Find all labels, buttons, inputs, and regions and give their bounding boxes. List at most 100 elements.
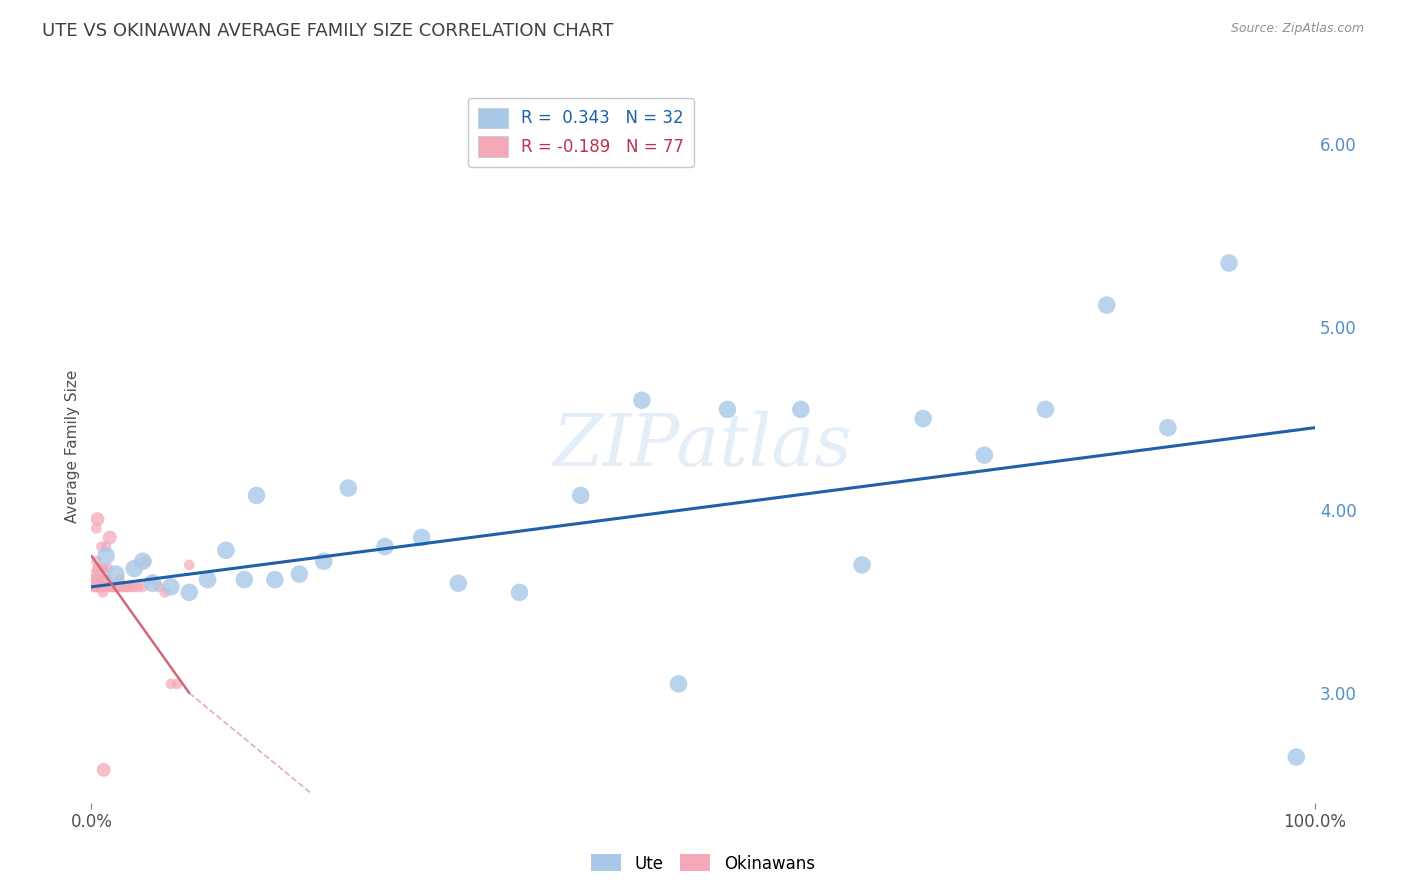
Point — [91, 580, 114, 594]
Point — [337, 481, 360, 495]
Legend: R =  0.343   N = 32, R = -0.189   N = 77: R = 0.343 N = 32, R = -0.189 N = 77 — [468, 97, 693, 167]
Point — [127, 580, 149, 594]
Point — [1035, 402, 1057, 417]
Point — [94, 549, 117, 563]
Point — [86, 576, 108, 591]
Point — [83, 573, 105, 587]
Point — [84, 576, 107, 591]
Point — [411, 531, 433, 545]
Point — [569, 488, 592, 502]
Point — [179, 558, 201, 572]
Point — [1157, 420, 1180, 434]
Point — [103, 580, 125, 594]
Point — [100, 580, 122, 594]
Point — [132, 554, 155, 568]
Point — [94, 573, 117, 587]
Point — [86, 554, 108, 568]
Point — [111, 580, 134, 594]
Point — [166, 677, 188, 691]
Point — [1218, 256, 1240, 270]
Point — [851, 558, 873, 572]
Point — [87, 561, 110, 575]
Point — [790, 402, 813, 417]
Point — [98, 580, 121, 594]
Point — [83, 576, 105, 591]
Point — [90, 573, 112, 587]
Point — [107, 580, 129, 594]
Point — [117, 580, 139, 594]
Point — [179, 585, 201, 599]
Point — [84, 573, 107, 587]
Point — [84, 521, 107, 535]
Point — [93, 573, 115, 587]
Point — [104, 580, 127, 594]
Point — [93, 580, 115, 594]
Point — [122, 561, 145, 575]
Point — [716, 402, 738, 417]
Point — [120, 580, 142, 594]
Point — [91, 585, 114, 599]
Point — [87, 580, 110, 594]
Point — [153, 585, 176, 599]
Point — [112, 580, 135, 594]
Point — [83, 573, 105, 587]
Point — [148, 580, 170, 594]
Point — [374, 540, 396, 554]
Point — [509, 585, 531, 599]
Point — [668, 677, 690, 691]
Point — [87, 580, 110, 594]
Point — [1285, 750, 1308, 764]
Point — [114, 580, 136, 594]
Point — [90, 580, 112, 594]
Point — [312, 554, 335, 568]
Point — [973, 448, 995, 462]
Point — [89, 580, 111, 594]
Point — [89, 580, 111, 594]
Point — [245, 488, 267, 502]
Point — [97, 561, 120, 575]
Point — [1095, 298, 1118, 312]
Point — [89, 580, 111, 594]
Point — [86, 580, 108, 594]
Point — [83, 580, 105, 594]
Point — [87, 573, 110, 587]
Point — [86, 573, 108, 587]
Point — [101, 580, 124, 594]
Point — [264, 573, 287, 587]
Point — [160, 677, 183, 691]
Point — [83, 576, 105, 591]
Point — [197, 573, 219, 587]
Point — [94, 580, 117, 594]
Point — [93, 561, 115, 575]
Point — [90, 540, 112, 554]
Point — [96, 580, 118, 594]
Point — [89, 573, 111, 587]
Point — [89, 576, 111, 591]
Point — [84, 580, 107, 594]
Point — [288, 567, 311, 582]
Point — [91, 561, 114, 575]
Point — [98, 531, 121, 545]
Point — [160, 580, 183, 594]
Point — [91, 580, 114, 594]
Point — [135, 554, 157, 568]
Point — [84, 573, 107, 587]
Point — [122, 580, 145, 594]
Point — [631, 393, 654, 408]
Text: UTE VS OKINAWAN AVERAGE FAMILY SIZE CORRELATION CHART: UTE VS OKINAWAN AVERAGE FAMILY SIZE CORR… — [42, 22, 613, 40]
Text: ZIPatlas: ZIPatlas — [553, 410, 853, 482]
Point — [90, 573, 112, 587]
Point — [97, 580, 120, 594]
Y-axis label: Average Family Size: Average Family Size — [65, 369, 80, 523]
Point — [87, 576, 110, 591]
Legend: Ute, Okinawans: Ute, Okinawans — [585, 847, 821, 880]
Point — [86, 561, 108, 575]
Point — [91, 580, 114, 594]
Point — [93, 763, 115, 777]
Point — [108, 573, 131, 587]
Point — [90, 580, 112, 594]
Point — [110, 580, 132, 594]
Point — [87, 580, 110, 594]
Point — [141, 573, 163, 587]
Point — [215, 543, 238, 558]
